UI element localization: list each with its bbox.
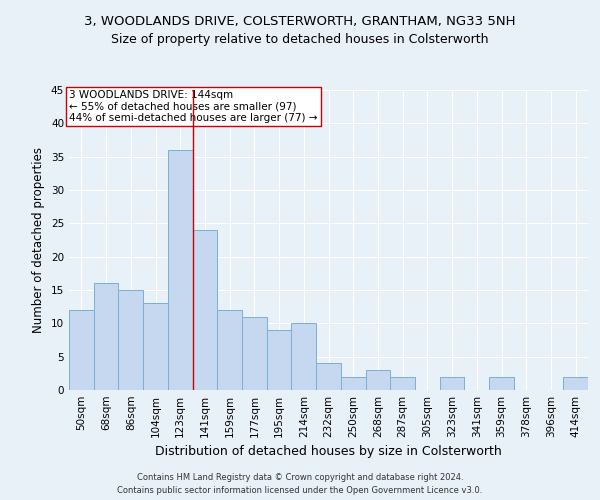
Text: 3 WOODLANDS DRIVE: 144sqm
← 55% of detached houses are smaller (97)
44% of semi-: 3 WOODLANDS DRIVE: 144sqm ← 55% of detac… <box>69 90 317 123</box>
Bar <box>292 324 316 390</box>
X-axis label: Distribution of detached houses by size in Colsterworth: Distribution of detached houses by size … <box>155 446 502 458</box>
Bar <box>440 376 464 390</box>
Bar <box>242 316 267 390</box>
Text: Contains HM Land Registry data © Crown copyright and database right 2024.: Contains HM Land Registry data © Crown c… <box>137 472 463 482</box>
Bar <box>341 376 365 390</box>
Bar <box>563 376 588 390</box>
Bar <box>365 370 390 390</box>
Y-axis label: Number of detached properties: Number of detached properties <box>32 147 46 333</box>
Bar <box>94 284 118 390</box>
Bar <box>143 304 168 390</box>
Text: Contains public sector information licensed under the Open Government Licence v3: Contains public sector information licen… <box>118 486 482 495</box>
Bar <box>316 364 341 390</box>
Bar <box>69 310 94 390</box>
Bar <box>193 230 217 390</box>
Bar <box>390 376 415 390</box>
Bar <box>267 330 292 390</box>
Text: 3, WOODLANDS DRIVE, COLSTERWORTH, GRANTHAM, NG33 5NH: 3, WOODLANDS DRIVE, COLSTERWORTH, GRANTH… <box>84 15 516 28</box>
Bar <box>118 290 143 390</box>
Bar <box>217 310 242 390</box>
Bar <box>489 376 514 390</box>
Text: Size of property relative to detached houses in Colsterworth: Size of property relative to detached ho… <box>111 32 489 46</box>
Bar <box>168 150 193 390</box>
